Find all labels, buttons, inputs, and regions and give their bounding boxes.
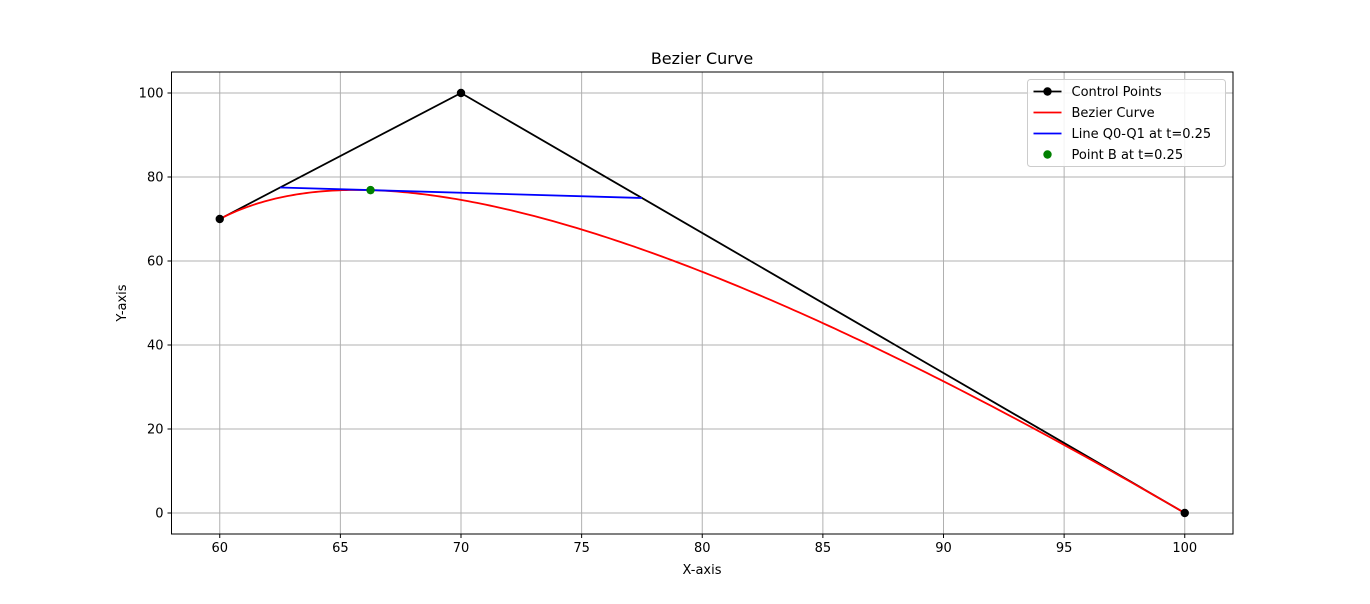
x-tick-label: 70 bbox=[453, 541, 470, 556]
x-tick-label: 60 bbox=[211, 541, 228, 556]
legend-box bbox=[1027, 79, 1226, 167]
y-tick-label: 40 bbox=[147, 339, 164, 354]
y-tick-label: 60 bbox=[147, 255, 164, 270]
chart-title: Bezier Curve bbox=[651, 49, 753, 68]
axis-ticks: 60 65 70 75 80 85 90 95 100 0 20 40 60 80 100 bbox=[139, 87, 1197, 557]
x-tick-label: 85 bbox=[815, 541, 832, 556]
q0-q1-line bbox=[280, 186, 642, 199]
x-tick-label: 90 bbox=[935, 541, 952, 556]
x-tick-label: 65 bbox=[332, 541, 349, 556]
control-point-marker bbox=[215, 214, 224, 224]
legend-label: Line Q0-Q1 at t=0.25 bbox=[1072, 127, 1212, 142]
legend-handle-marker bbox=[1043, 87, 1052, 96]
legend-handle-marker bbox=[1043, 150, 1052, 159]
point-b-marker bbox=[366, 185, 375, 195]
control-point-marker bbox=[1180, 508, 1189, 518]
y-axis-label: Y-axis bbox=[115, 284, 130, 322]
bezier-curve-line bbox=[219, 189, 1186, 514]
legend-label: Bezier Curve bbox=[1072, 106, 1155, 121]
x-tick-label: 100 bbox=[1172, 541, 1197, 556]
x-tick-label: 75 bbox=[573, 541, 590, 556]
x-tick-label: 95 bbox=[1056, 541, 1073, 556]
x-axis-label: X-axis bbox=[683, 563, 722, 578]
legend: Control Points Bezier Curve Line Q0-Q1 at … bbox=[1027, 79, 1226, 167]
y-tick-label: 0 bbox=[155, 507, 163, 522]
legend-label: Point B at t=0.25 bbox=[1072, 148, 1184, 163]
legend-label: Control Points bbox=[1072, 85, 1162, 100]
y-tick-label: 80 bbox=[147, 171, 164, 186]
x-tick-label: 80 bbox=[694, 541, 711, 556]
plot-area bbox=[215, 88, 1189, 518]
control-point-marker bbox=[456, 88, 466, 98]
y-tick-label: 100 bbox=[139, 87, 164, 102]
y-tick-label: 20 bbox=[147, 423, 164, 438]
